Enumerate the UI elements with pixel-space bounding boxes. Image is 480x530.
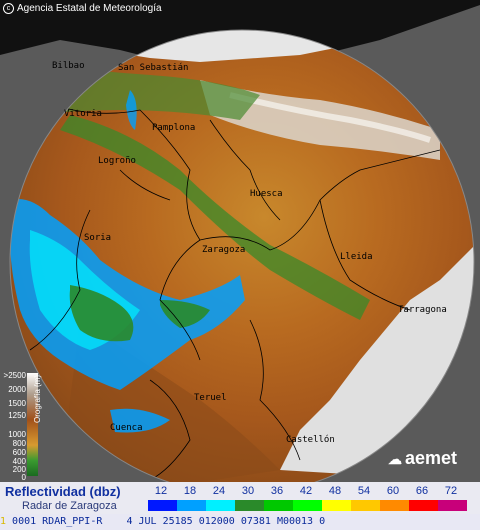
scale-swatch [264, 500, 293, 511]
altitude-tick: 1250 [8, 411, 26, 420]
scale-swatch [409, 500, 438, 511]
scale-swatch [177, 500, 206, 511]
radar-range-ring [9, 29, 475, 482]
city-labels: Vitoria San Sebastián Bilbao Pamplona Lo… [52, 61, 447, 445]
altitude-tick: 200 [12, 465, 26, 474]
scale-swatch [206, 500, 235, 511]
aemet-logo-icon: ☁ [388, 451, 402, 467]
ebro-valley [60, 115, 370, 320]
agency-credit: c Agencia Estatal de Meteorología [3, 3, 162, 14]
precipitation-echoes [10, 90, 245, 433]
scale-label: 72 [444, 485, 458, 497]
radar-coverage [10, 30, 474, 482]
radar-map: Vitoria San Sebastián Bilbao Pamplona Lo… [0, 0, 480, 482]
city-label: Huesca [250, 189, 283, 199]
scale-label: 24 [212, 485, 226, 497]
city-label: Zaragoza [202, 245, 245, 255]
city-label: San Sebastián [118, 63, 188, 73]
aemet-logo-text: aemet [405, 448, 458, 468]
city-label: Soria [84, 233, 111, 243]
scale-label: 30 [241, 485, 255, 497]
city-label: Logroño [98, 156, 136, 166]
scale-label: 48 [328, 485, 342, 497]
city-label: Teruel [194, 393, 227, 403]
city-label: Tarragona [398, 305, 447, 315]
status-bar: 1 0001 RDAR_PPI-R 4 JUL 25185 012000 073… [0, 514, 480, 530]
city-label: Vitoria [64, 109, 102, 119]
altitude-tick: 1500 [8, 399, 26, 408]
altitude-legend-title: Orografía (m) [33, 374, 42, 423]
scale-swatch [235, 500, 264, 511]
copyright-icon: c [3, 3, 14, 14]
scale-swatch [148, 500, 177, 511]
legend-title: Reflectividad (dbz) [5, 484, 121, 499]
scale-label: 18 [183, 485, 197, 497]
admin-borders [29, 99, 441, 481]
altitude-tick: 600 [12, 448, 26, 457]
altitude-tick: 2000 [8, 385, 26, 394]
scale-label: 12 [154, 485, 168, 497]
city-label: Pamplona [152, 123, 195, 133]
scale-label: 66 [415, 485, 429, 497]
scale-label: 54 [357, 485, 371, 497]
aemet-logo: ☁ aemet [388, 448, 457, 469]
city-label: Castellón [286, 434, 335, 445]
altitude-tick: 800 [12, 439, 26, 448]
status-text: 0001 RDAR_PPI-R 4 JUL 25185 012000 07381… [6, 516, 326, 527]
scale-swatch [322, 500, 351, 511]
altitude-color-bar [27, 373, 38, 476]
altitude-legend: >2500 2000 1500 1250 1000 800 600 400 20… [0, 371, 48, 482]
altitude-tick: 1000 [8, 430, 26, 439]
altitude-tick: 0 [21, 473, 26, 482]
scale-swatch [293, 500, 322, 511]
agency-name: Agencia Estatal de Meteorología [17, 3, 162, 15]
scale-swatch [380, 500, 409, 511]
city-label: Lleida [340, 252, 373, 262]
altitude-tick: 400 [12, 457, 26, 466]
scale-label: 60 [386, 485, 400, 497]
altitude-tick: >2500 [3, 371, 26, 380]
scale-swatch [351, 500, 380, 511]
scale-swatch [438, 500, 467, 511]
city-label: Bilbao [52, 61, 85, 71]
scale-label: 42 [299, 485, 313, 497]
reflectivity-legend: Reflectividad (dbz) Radar de Zaragoza 12… [0, 482, 480, 514]
city-label: Cuenca [110, 423, 143, 433]
status-marker: 1 [0, 516, 7, 527]
scale-label: 36 [270, 485, 284, 497]
legend-subtitle: Radar de Zaragoza [22, 500, 117, 512]
